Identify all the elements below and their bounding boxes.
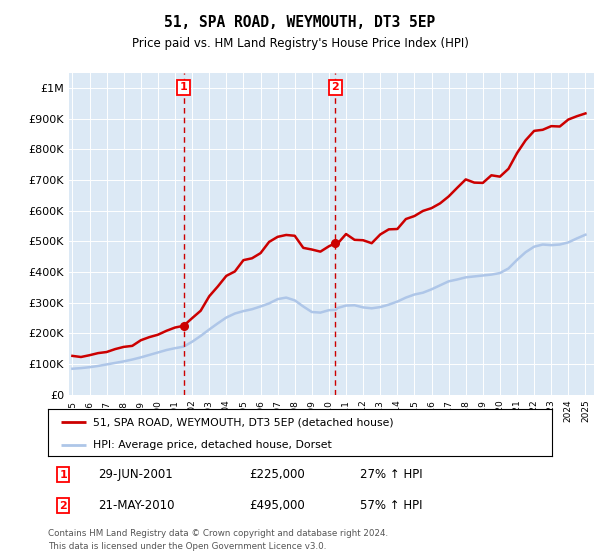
Text: 51, SPA ROAD, WEYMOUTH, DT3 5EP (detached house): 51, SPA ROAD, WEYMOUTH, DT3 5EP (detache… [94,417,394,427]
Text: 21-MAY-2010: 21-MAY-2010 [98,499,175,512]
Text: 51, SPA ROAD, WEYMOUTH, DT3 5EP: 51, SPA ROAD, WEYMOUTH, DT3 5EP [164,15,436,30]
Text: 29-JUN-2001: 29-JUN-2001 [98,468,173,481]
Text: Price paid vs. HM Land Registry's House Price Index (HPI): Price paid vs. HM Land Registry's House … [131,37,469,50]
Text: £495,000: £495,000 [250,499,305,512]
Text: 2: 2 [59,501,67,511]
Text: 57% ↑ HPI: 57% ↑ HPI [361,499,423,512]
Text: 1: 1 [59,470,67,480]
Text: 1: 1 [180,82,187,92]
Text: Contains HM Land Registry data © Crown copyright and database right 2024.
This d: Contains HM Land Registry data © Crown c… [48,529,388,550]
Text: HPI: Average price, detached house, Dorset: HPI: Average price, detached house, Dors… [94,440,332,450]
Text: 27% ↑ HPI: 27% ↑ HPI [361,468,423,481]
Text: 2: 2 [332,82,340,92]
Text: £225,000: £225,000 [250,468,305,481]
